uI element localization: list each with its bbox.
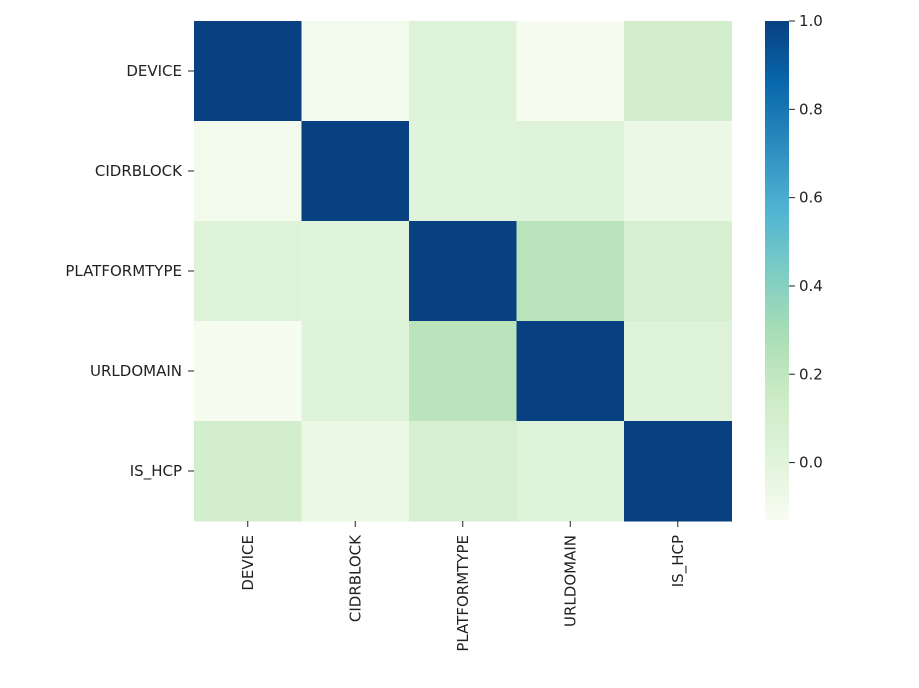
heatmap-cell: [301, 321, 410, 422]
x-tick-label: PLATFORMTYPE: [454, 535, 472, 652]
heatmap-cell: [624, 21, 732, 122]
heatmap-cell: [194, 421, 302, 522]
heatmap-cell: [624, 121, 732, 222]
y-tick-label: PLATFORMTYPE: [65, 262, 182, 280]
y-tick-label: IS_HCP: [130, 462, 182, 481]
heatmap-cell: [194, 121, 302, 222]
heatmap-cell: [409, 221, 517, 322]
colorbar-tick-label: 0.4: [799, 277, 823, 295]
x-tick-label: DEVICE: [239, 535, 257, 591]
y-tick-label: CIDRBLOCK: [95, 162, 183, 180]
heatmap-cell: [624, 221, 732, 322]
heatmap-cell: [624, 321, 732, 422]
heatmap-cell: [194, 321, 302, 422]
x-tick-label: URLDOMAIN: [561, 535, 579, 627]
x-axis: DEVICE CIDRBLOCK PLATFORMTYPE URLDOMAIN IS_H…: [239, 521, 688, 652]
heatmap-cells: [194, 21, 732, 522]
heatmap-cell: [301, 121, 410, 222]
colorbar-tick-label: 0.0: [799, 454, 823, 472]
heatmap-cell: [194, 21, 302, 122]
colorbar-ticks: 0.0 0.2 0.4 0.6 0.8 1.0: [789, 12, 823, 472]
heatmap-cell: [409, 321, 517, 422]
heatmap-cell: [516, 421, 625, 522]
colorbar: 0.0 0.2 0.4 0.6 0.8 1.0: [765, 12, 823, 520]
colorbar-tick-label: 0.6: [799, 189, 823, 207]
y-tick-label: URLDOMAIN: [90, 362, 182, 380]
x-tick-label: CIDRBLOCK: [346, 534, 364, 622]
heatmap-cell: [516, 221, 625, 322]
heatmap-cell: [516, 121, 625, 222]
heatmap-cell: [194, 221, 302, 322]
y-tick-label: DEVICE: [126, 62, 182, 80]
y-axis: DEVICE CIDRBLOCK PLATFORMTYPE URLDOMAIN IS_H…: [65, 62, 194, 481]
heatmap-cell: [301, 421, 410, 522]
x-tick-label: IS_HCP: [669, 535, 688, 587]
heatmap-cell: [624, 421, 732, 522]
colorbar-tick-label: 0.8: [799, 100, 823, 118]
colorbar-gradient: [765, 21, 789, 520]
heatmap-cell: [516, 321, 625, 422]
heatmap-cell: [409, 21, 517, 122]
heatmap-cell: [516, 21, 625, 122]
heatmap-cell: [409, 421, 517, 522]
colorbar-tick-label: 1.0: [799, 12, 823, 30]
colorbar-tick-label: 0.2: [799, 365, 823, 383]
heatmap-cell: [409, 121, 517, 222]
heatmap-cell: [301, 21, 410, 122]
heatmap-cell: [301, 221, 410, 322]
